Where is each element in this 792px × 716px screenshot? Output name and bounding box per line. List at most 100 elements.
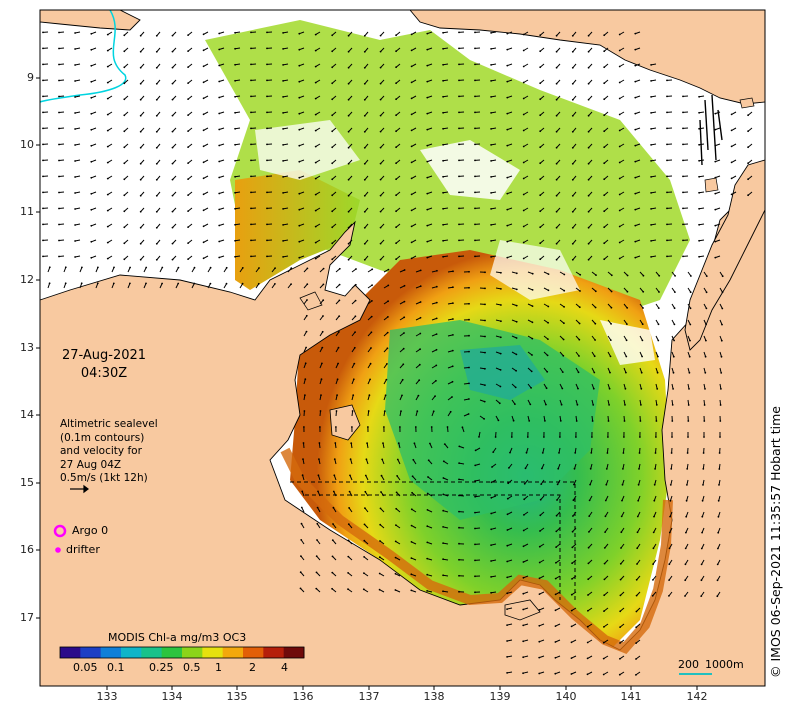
velocity-arrow-head <box>674 275 676 277</box>
velocity-arrow-head <box>347 210 350 213</box>
velocity-arrow-head <box>634 128 637 131</box>
velocity-arrow-head <box>555 194 558 197</box>
velocity-arrow-head <box>571 34 574 37</box>
velocity-arrow-head <box>380 474 383 477</box>
velocity-arrow-head <box>113 266 115 269</box>
velocity-arrow-head <box>571 82 574 85</box>
colorbar-tick: 0.5 <box>183 661 201 674</box>
velocity-arrow-head <box>331 539 334 542</box>
velocity-arrow-head <box>458 255 460 258</box>
velocity-arrow-head <box>586 673 589 676</box>
velocity-arrow-head <box>506 256 509 259</box>
velocity-arrow-head <box>610 306 613 309</box>
velocity-arrow-head <box>139 98 142 101</box>
velocity-arrow-head <box>314 257 317 260</box>
velocity-arrow-head <box>106 81 109 84</box>
velocity-arrow-head <box>474 480 476 482</box>
velocity-arrow-head <box>506 592 509 595</box>
velocity-arrow-head <box>42 175 44 178</box>
velocity-arrow-head <box>442 477 445 479</box>
velocity-arrow-head <box>442 63 444 66</box>
velocity-arrow-head <box>418 363 421 366</box>
velocity-arrow-head <box>705 291 708 294</box>
velocity-arrow-head <box>572 499 575 502</box>
velocity-arrow-head <box>563 322 565 325</box>
velocity-arrow-head <box>363 50 366 53</box>
velocity-arrow-head <box>395 242 397 245</box>
velocity-arrow-head <box>314 97 317 100</box>
velocity-arrow-head <box>544 420 546 422</box>
velocity-arrow-head <box>129 266 132 269</box>
velocity-arrow-head <box>507 482 510 485</box>
velocity-arrow-head <box>331 258 334 261</box>
velocity-arrow-head <box>155 130 158 133</box>
velocity-arrow-head <box>42 223 44 226</box>
velocity-arrow-head <box>730 177 733 180</box>
velocity-arrow-head <box>474 543 476 546</box>
velocity-arrow-head <box>620 515 623 518</box>
velocity-arrow-head <box>347 194 350 197</box>
velocity-arrow-head <box>452 270 454 273</box>
velocity-arrow-head <box>514 386 517 389</box>
velocity-arrow-head <box>331 162 334 165</box>
velocity-arrow-head <box>538 609 541 611</box>
velocity-arrow-head <box>700 579 703 582</box>
velocity-arrow-head <box>571 546 574 549</box>
velocity-arrow-head <box>641 323 644 326</box>
velocity-arrow-head <box>379 98 382 101</box>
velocity-arrow-head <box>603 50 606 53</box>
velocity-arrow-head <box>74 208 76 210</box>
velocity-arrow-head <box>379 523 382 526</box>
velocity-arrow-head <box>618 193 621 196</box>
velocity-arrow-head <box>331 571 334 574</box>
velocity-arrow-head <box>621 483 624 486</box>
velocity-arrow-head <box>410 557 413 559</box>
velocity-arrow-head <box>689 323 692 326</box>
velocity-arrow-head <box>218 80 221 83</box>
velocity-arrow-head <box>506 96 509 99</box>
velocity-arrow-head <box>669 484 672 486</box>
velocity-arrow-head <box>442 526 444 528</box>
velocity-arrow-head <box>331 587 333 590</box>
velocity-arrow-head <box>522 113 525 116</box>
velocity-arrow-head <box>539 98 542 101</box>
velocity-arrow-head <box>387 316 389 318</box>
velocity-arrow-head <box>474 464 477 467</box>
velocity-arrow-head <box>490 192 492 194</box>
velocity-arrow-head <box>106 241 109 244</box>
velocity-arrow-head <box>90 112 93 115</box>
colorbar-swatch <box>161 647 183 658</box>
velocity-arrow-head <box>302 458 304 460</box>
velocity-arrow-head <box>474 127 476 130</box>
velocity-arrow-head <box>337 362 339 365</box>
velocity-arrow-head <box>266 95 268 98</box>
velocity-arrow-head <box>218 240 221 243</box>
velocity-arrow-head <box>314 209 317 212</box>
velocity-arrow-head <box>703 420 706 422</box>
velocity-arrow-head <box>426 64 429 67</box>
velocity-arrow-head <box>402 363 405 366</box>
velocity-arrow-head <box>266 63 268 66</box>
velocity-arrow-head <box>498 402 501 405</box>
lat-tick-marks <box>36 77 40 619</box>
velocity-arrow-head <box>187 66 190 68</box>
velocity-arrow-head <box>446 426 449 428</box>
velocity-arrow-head <box>650 224 652 226</box>
velocity-arrow-head <box>499 336 502 339</box>
velocity-arrow-head <box>458 445 461 448</box>
velocity-arrow-head <box>539 530 541 532</box>
velocity-arrow-head <box>587 210 590 213</box>
velocity-arrow-head <box>458 175 460 178</box>
colorbar-swatch <box>222 647 244 658</box>
velocity-arrow-head <box>586 641 589 644</box>
velocity-arrow-head <box>666 175 668 178</box>
velocity-arrow-head <box>305 346 307 349</box>
velocity-arrow-head <box>515 320 518 323</box>
velocity-arrow-head <box>515 272 518 275</box>
velocity-arrow-head <box>282 112 284 114</box>
velocity-arrow-head <box>458 510 460 513</box>
velocity-arrow-head <box>379 507 382 510</box>
velocity-arrow-head <box>539 226 542 229</box>
velocity-arrow-head <box>338 331 340 333</box>
